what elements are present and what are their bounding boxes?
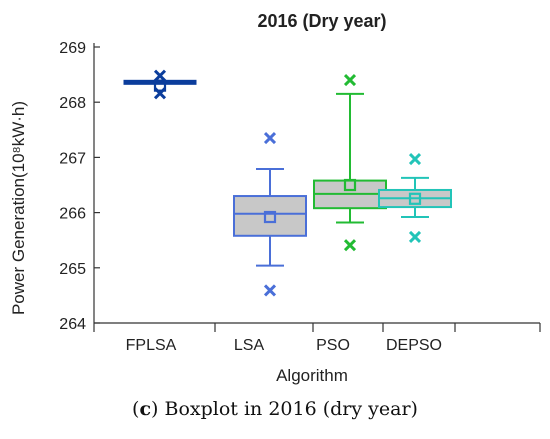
x-axis-label: Algorithm: [276, 366, 348, 385]
box-depso: [378, 152, 452, 243]
x-tick-label: DEPSO: [386, 337, 442, 354]
mean-marker: [263, 210, 277, 224]
mean-marker: [408, 192, 422, 205]
x-tick-label: FPLSA: [126, 337, 177, 354]
mean-marker: [343, 178, 357, 192]
x-tick-label: PSO: [316, 337, 350, 354]
y-tick-label: 265: [59, 261, 86, 278]
plot-area: 264 265 266 267 268 269 FPLSA LSA PSO DEPSO: [59, 40, 541, 354]
box-pso: [313, 74, 387, 252]
outlier-marker: [263, 132, 277, 145]
outlier-marker: [153, 87, 167, 100]
y-tick-label: 267: [59, 150, 86, 167]
box-lsa: [233, 132, 307, 297]
x-tick-label: LSA: [234, 337, 265, 354]
boxplot-chart: 2016 (Dry year) Power Generation(10⁸kW·h…: [9, 11, 541, 385]
y-tick-label: 264: [59, 316, 86, 333]
caption-label: c: [139, 398, 152, 420]
iqr-box: [233, 195, 307, 237]
y-tick-label: 266: [59, 206, 86, 223]
outlier-marker: [263, 284, 277, 297]
outlier-marker: [408, 152, 422, 166]
outlier-marker: [408, 230, 422, 243]
outlier-marker: [153, 69, 167, 82]
y-tick-label: 268: [59, 95, 86, 112]
y-tick-label: 269: [59, 40, 86, 57]
chart-title: 2016 (Dry year): [257, 11, 386, 31]
outlier-marker: [343, 74, 357, 87]
outlier-marker: [343, 239, 357, 252]
caption-text: Boxplot in 2016 (dry year): [158, 398, 418, 420]
mean-marker: [153, 79, 167, 92]
box-fplsa: [123, 69, 197, 100]
y-axis-label: Power Generation(10⁸kW·h): [9, 101, 28, 315]
figure-caption: (c) Boxplot in 2016 (dry year): [132, 398, 418, 420]
